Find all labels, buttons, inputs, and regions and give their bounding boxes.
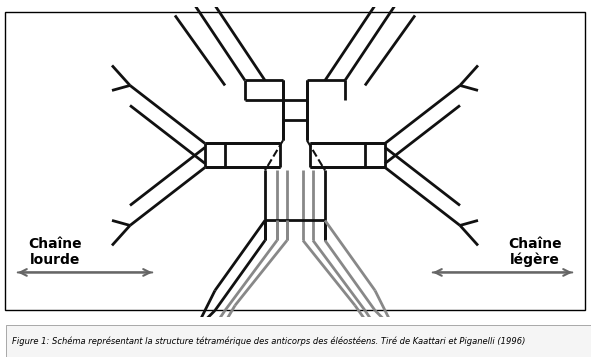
Text: Figure 1: Schéma représentant la structure tétramérique des anticorps des éléost: Figure 1: Schéma représentant la structu… <box>12 336 525 346</box>
Text: Chaîne
lourde: Chaîne lourde <box>28 237 82 267</box>
FancyBboxPatch shape <box>6 325 591 357</box>
Text: Chaîne
légère: Chaîne légère <box>508 237 562 267</box>
